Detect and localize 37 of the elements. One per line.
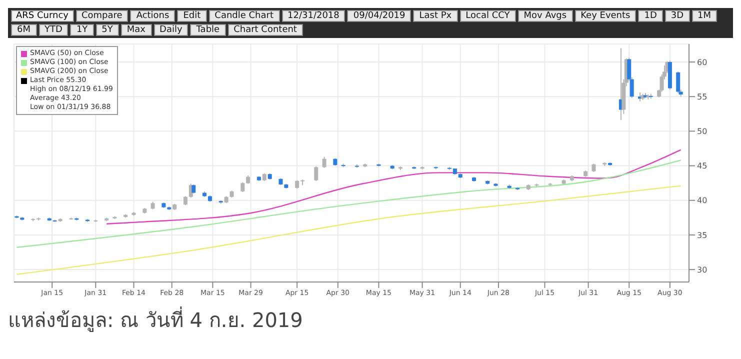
text: 1D bbox=[638, 10, 663, 22]
candlestick bbox=[240, 182, 245, 193]
candlestick bbox=[676, 71, 680, 94]
text: 1Y bbox=[70, 24, 94, 36]
text: Mov Avgs bbox=[518, 10, 573, 22]
text: Max bbox=[120, 24, 152, 36]
text: Last Px bbox=[413, 10, 458, 22]
text: Compare bbox=[76, 10, 128, 22]
text: 09/04/2019 bbox=[347, 10, 412, 22]
line-series bbox=[16, 160, 682, 248]
y-tick-label: 45 bbox=[697, 162, 708, 171]
text: Table bbox=[190, 24, 226, 36]
y-tick-label: 55 bbox=[697, 92, 708, 102]
text: 5Y bbox=[96, 24, 119, 36]
candlestick bbox=[314, 166, 318, 182]
text: แหล่งข้อมูล: ณ วันที่ 4 ก.ย. 2019 bbox=[8, 306, 304, 334]
y-tick-label: 50 bbox=[697, 127, 708, 136]
text: Key Events bbox=[574, 10, 636, 22]
candlestick bbox=[322, 156, 326, 168]
y-tick-label: 35 bbox=[697, 230, 708, 240]
y-tick-label: 40 bbox=[697, 196, 708, 206]
text: 6M bbox=[11, 24, 36, 36]
y-tick-label: 60 bbox=[697, 58, 708, 67]
text: 12/31/2018 bbox=[282, 10, 346, 22]
text: Chart Content bbox=[228, 24, 303, 36]
line-series bbox=[106, 149, 682, 224]
text: Edit bbox=[177, 10, 207, 22]
text: 1M bbox=[692, 10, 718, 22]
text: 3D bbox=[664, 10, 690, 22]
y-tick-label: 30 bbox=[697, 265, 708, 274]
text: YTD bbox=[38, 24, 68, 36]
line-series bbox=[16, 185, 682, 275]
text: Candle Chart bbox=[208, 10, 280, 22]
text: Local CCY bbox=[460, 10, 516, 22]
text: Daily bbox=[154, 24, 188, 36]
chart-title: ARS Curncy bbox=[11, 10, 74, 22]
text: Actions bbox=[130, 10, 176, 22]
